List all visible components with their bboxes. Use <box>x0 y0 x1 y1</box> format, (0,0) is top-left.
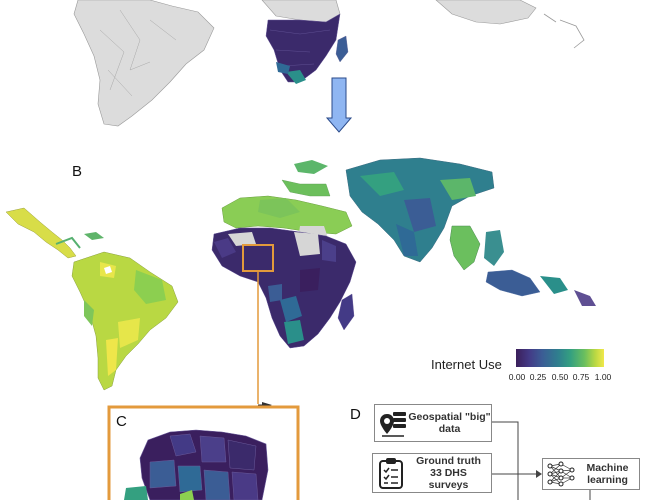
geospatial-data-box: Geospatial "big" data <box>374 404 492 442</box>
legend-tick: 0.25 <box>529 372 547 382</box>
ml-line1: Machine <box>586 462 629 474</box>
panel-label-d: D <box>350 406 361 423</box>
panel-b-map <box>5 157 596 391</box>
panel-label-c: C <box>116 413 127 430</box>
legend-tick: 0.75 <box>572 372 590 382</box>
ground-truth-line2: 33 DHS <box>430 467 467 479</box>
panel-b-southeast-asia <box>449 225 481 271</box>
ml-line2: learning <box>587 474 628 486</box>
machine-learning-box: Machine learning <box>542 458 640 490</box>
panel-a-south-america <box>73 0 215 127</box>
geospatial-label-line2: data <box>438 423 461 435</box>
panel-a-africa-south <box>265 13 341 83</box>
legend-title: Internet Use <box>431 357 502 372</box>
panel-a-map <box>73 0 585 133</box>
legend-tick: 1.00 <box>594 372 612 382</box>
panel-a-madagascar <box>335 35 349 63</box>
panel-a-asia <box>435 0 537 25</box>
down-arrow-icon <box>325 77 353 133</box>
legend-tick: 0.00 <box>508 372 526 382</box>
clipboard-checklist-icon <box>379 458 403 489</box>
panel-b-central-america <box>5 207 77 259</box>
legend-color-bar <box>516 349 604 367</box>
legend-tick: 0.50 <box>551 372 569 382</box>
panel-label-b: B <box>72 163 83 180</box>
panel-a-africa-north <box>261 0 341 23</box>
geospatial-label-line1: Geospatial "big" <box>408 411 491 423</box>
panel-b-madagascar <box>337 293 355 331</box>
panel-c-frame <box>107 405 300 500</box>
ground-truth-line3: surveys <box>428 479 469 491</box>
map-pin-database-icon <box>380 412 406 437</box>
ground-truth-box: Ground truth 33 DHS surveys <box>372 453 492 493</box>
neural-network-icon <box>547 461 575 487</box>
ground-truth-line1: Ground truth <box>416 455 481 467</box>
panel-c-nigeria-map <box>124 429 269 500</box>
